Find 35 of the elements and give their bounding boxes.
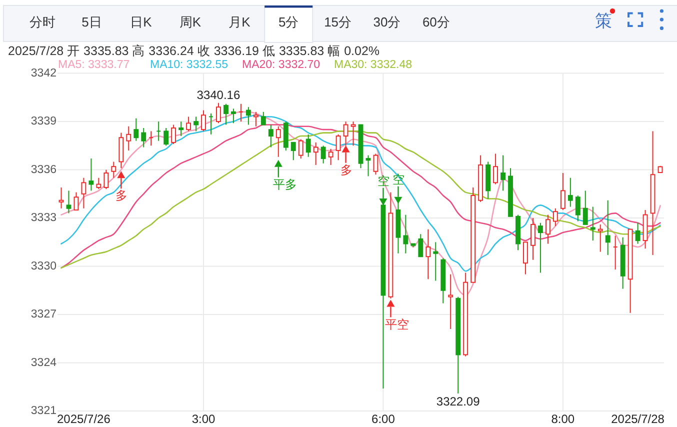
y-tick-label: 3342 bbox=[30, 67, 56, 80]
text: 月K bbox=[228, 14, 251, 30]
x-tick-label: 8:00 bbox=[551, 412, 575, 426]
annotation: 3340.16 bbox=[196, 88, 240, 102]
text: MA10: 3332.55 bbox=[150, 59, 228, 71]
text: 分时 bbox=[30, 14, 56, 30]
data-label: 平多 bbox=[272, 177, 297, 192]
text: 5日 bbox=[82, 14, 102, 30]
y-tick-label: 3339 bbox=[30, 116, 56, 128]
text: 15分 bbox=[324, 14, 352, 30]
y-tick-label: 3333 bbox=[30, 212, 56, 224]
text: MA20: 3332.70 bbox=[242, 59, 320, 71]
text: 日K bbox=[130, 14, 152, 30]
y-tick-label: 3327 bbox=[30, 308, 56, 321]
text: MA30: 3332.48 bbox=[334, 59, 412, 71]
x-tick-label: 3:00 bbox=[192, 412, 216, 426]
data-label: 空 bbox=[378, 174, 390, 188]
y-tick-label: 3324 bbox=[30, 356, 58, 369]
x-tick-label: 6:00 bbox=[372, 412, 396, 426]
text: 30分 bbox=[373, 14, 401, 30]
chart-subtitle: 2025/7/28 开 3335.83 高 3336.24 收 3336.19 低 3335.83 幅 0.02% bbox=[8, 43, 380, 58]
data-label: 平空 bbox=[385, 317, 410, 332]
text: 60分 bbox=[422, 14, 450, 30]
annotation: 3322.09 bbox=[436, 394, 480, 408]
x-tick-label: 2025/7/26 bbox=[57, 412, 111, 426]
text: MA5: 3333.77 bbox=[58, 59, 130, 71]
data-label: 多 bbox=[116, 188, 128, 203]
y-tick-label: 3330 bbox=[30, 260, 56, 272]
data-label: 多 bbox=[340, 162, 352, 177]
text: 策 bbox=[595, 12, 612, 30]
x-tick-label: 2025/7/28 bbox=[611, 412, 665, 426]
y-tick-label: 3336 bbox=[30, 164, 56, 176]
y-tick-label: 3321 bbox=[30, 405, 56, 417]
text: 5分 bbox=[278, 14, 299, 30]
text: 周K bbox=[179, 14, 202, 30]
